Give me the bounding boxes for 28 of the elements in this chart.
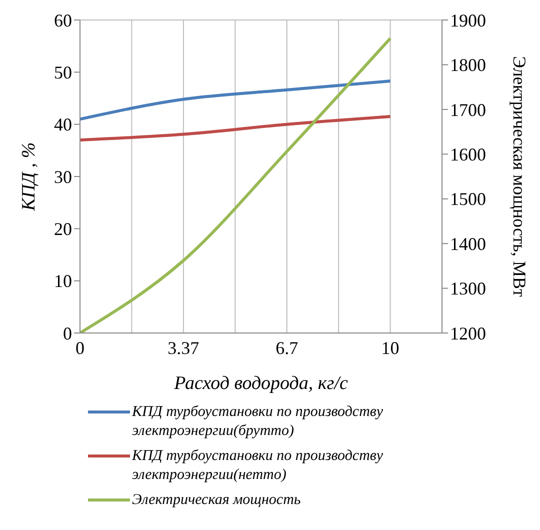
y-axis-title: КПД , % — [18, 142, 40, 212]
y2-tick-label: 1900 — [450, 10, 486, 30]
x-axis-title: Расход водорода, кг/с — [173, 373, 348, 394]
line-series — [80, 36, 392, 333]
legend-label: КПД турбоустановки по производству электроэнергии(нетто) — [132, 447, 384, 485]
legend-label: Электрическая мощность — [132, 491, 301, 510]
y2-tick-label: 1700 — [450, 100, 486, 120]
y2-tick-label: 1600 — [450, 144, 486, 165]
y2-tick-label: 1500 — [450, 189, 486, 210]
y-tick-label: 0 — [63, 323, 72, 344]
x-tick-label: 0 — [76, 338, 84, 358]
y2-tick-label: 1800 — [450, 55, 486, 76]
line-series — [80, 115, 392, 142]
y2-tick-label: 1300 — [450, 278, 486, 299]
y-tick-label: 50 — [54, 62, 72, 83]
y-tick-label: 60 — [54, 10, 72, 30]
line-series — [80, 80, 392, 121]
y-tick-label: 20 — [54, 219, 72, 240]
x-tick-label: 10 — [381, 338, 400, 358]
y2-tick-label: 1200 — [450, 323, 486, 344]
y2-axis-title: Электрическая мощность, МВт — [510, 56, 530, 298]
legend-label: КПД турбоустановки по производству электроэнергии(брутто) — [132, 403, 384, 441]
y2-tick-label: 1400 — [450, 234, 486, 254]
y-tick-label: 10 — [54, 271, 72, 292]
y-tick-label: 30 — [54, 166, 72, 187]
y-tick-label: 40 — [54, 114, 72, 135]
x-tick-label: 3.37 — [168, 338, 200, 358]
x-tick-label: 6.7 — [276, 338, 298, 358]
